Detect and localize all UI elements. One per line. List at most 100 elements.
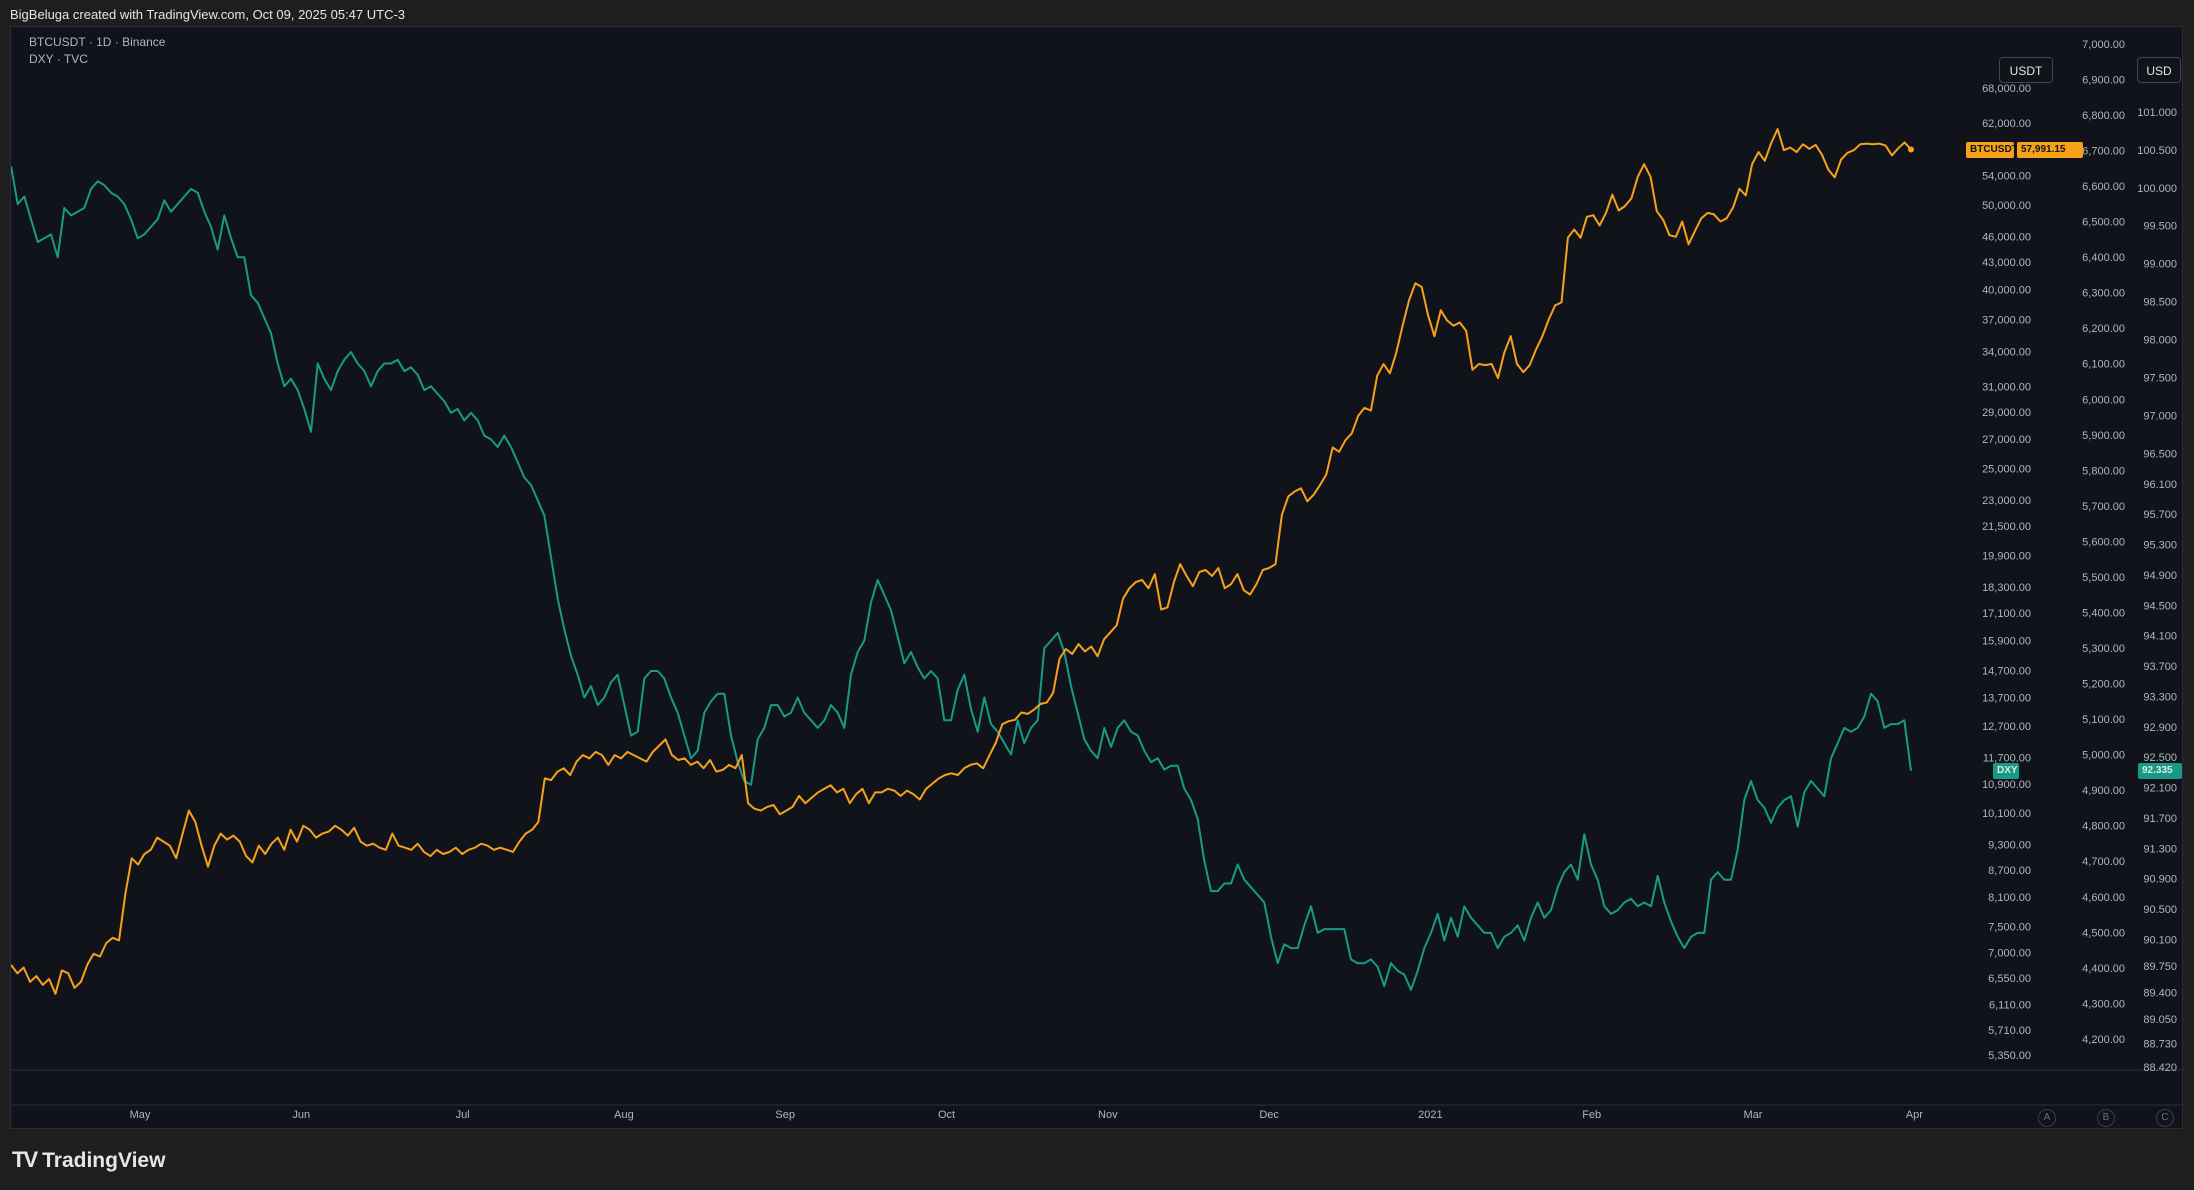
mid-axis-tick-7: 6,300.00 — [2082, 288, 2125, 300]
dxy-axis-tick-21: 92.100 — [2143, 783, 2177, 795]
btc-axis-tick-10: 29,000.00 — [1982, 407, 2031, 419]
dxy-axis-tick-1: 101.000 — [2137, 107, 2177, 119]
mid-axis-tick-26: 4,400.00 — [2082, 963, 2125, 975]
dxy-axis-tick-10: 96.500 — [2143, 448, 2177, 460]
dxy-axis-tick-15: 94.500 — [2143, 600, 2177, 612]
dxy-series-line — [11, 165, 1912, 991]
chart-canvas[interactable]: 68,000.00 62,000.00 54,000.00 50,000.00 46,0… — [11, 27, 2184, 1130]
mid-axis-tick-5: 6,500.00 — [2082, 217, 2125, 229]
dxy-axis-tick-8: 97.500 — [2143, 373, 2177, 385]
btc-axis-tick-28: 7,500.00 — [1988, 921, 2031, 933]
x-axis-tick-1: Jun — [292, 1109, 310, 1121]
btc-axis-tick-33: 5,350.00 — [1988, 1050, 2031, 1062]
mid-axis-tick-18: 5,200.00 — [2082, 679, 2125, 691]
mid-axis-tick-17: 5,300.00 — [2082, 643, 2125, 655]
mid-axis-tick-8: 6,200.00 — [2082, 323, 2125, 335]
legend-dxy[interactable]: DXY · TVC — [29, 52, 88, 66]
btc-axis-tick-24: 10,100.00 — [1982, 808, 2031, 820]
mid-axis-tick-19: 5,100.00 — [2082, 714, 2125, 726]
dxy-price-label: 92.335 — [2138, 762, 2182, 779]
mid-axis-tick-2: 6,800.00 — [2082, 110, 2125, 122]
x-axis-tick-11: Apr — [1906, 1109, 1923, 1121]
dxy-axis-tick-4: 99.500 — [2143, 221, 2177, 233]
btc-axis-tick-13: 23,000.00 — [1982, 495, 2031, 507]
dxy-axis-tick-11: 96.100 — [2143, 479, 2177, 491]
btcusdt-price-label: 57,991.15 — [2017, 141, 2083, 158]
dxy-axis-tick-9: 97.000 — [2143, 411, 2177, 423]
btc-axis-tick-21: 12,700.00 — [1982, 721, 2031, 733]
mid-axis-tick-1: 6,900.00 — [2082, 74, 2125, 86]
x-axis-tick-5: Oct — [938, 1109, 955, 1121]
dxy-axis-tick-17: 93.700 — [2143, 661, 2177, 673]
btc-axis-tick-18: 15,900.00 — [1982, 636, 2031, 648]
dxy-axis-tick-13: 95.300 — [2143, 540, 2177, 552]
x-axis-tick-9: Feb — [1582, 1109, 1601, 1121]
mid-axis-tick-21: 4,900.00 — [2082, 785, 2125, 797]
mid-axis-tick-25: 4,500.00 — [2082, 927, 2125, 939]
mid-axis-tick-24: 4,600.00 — [2082, 892, 2125, 904]
tradingview-logo[interactable]: TV TradingView — [12, 1147, 166, 1173]
legend-btcusdt[interactable]: BTCUSDT · 1D · Binance — [29, 35, 166, 49]
tradingview-brand: TradingView — [42, 1149, 166, 1172]
x-axis-tick-0: May — [130, 1109, 151, 1121]
tradingview-mark-icon: TV — [12, 1147, 38, 1172]
x-axis-tick-4: Sep — [775, 1109, 795, 1121]
btcusdt-last-point — [1908, 146, 1914, 153]
mid-axis-tick-4: 6,600.00 — [2082, 181, 2125, 193]
dxy-axis-tick-28: 89.400 — [2143, 988, 2177, 1000]
x-axis-tick-8: 2021 — [1418, 1109, 1442, 1121]
btc-axis-tick-19: 14,700.00 — [1982, 665, 2031, 677]
btc-axis-tick-1: 62,000.00 — [1982, 118, 2031, 130]
header-caption: BigBeluga created with TradingView.com, … — [10, 7, 406, 22]
mid-axis-tick-10: 6,000.00 — [2082, 394, 2125, 406]
btc-axis-tick-29: 7,000.00 — [1988, 948, 2031, 960]
dxy-axis-tick-27: 89.750 — [2143, 961, 2177, 973]
unit-usd-button[interactable]: USD — [2137, 57, 2181, 83]
btc-axis-tick-22: 11,700.00 — [1983, 752, 2031, 764]
dxy-axis-tick-5: 99.000 — [2143, 259, 2177, 271]
btc-axis-tick-23: 10,900.00 — [1982, 779, 2031, 791]
x-axis-tick-6: Nov — [1098, 1109, 1118, 1121]
btc-axis-tick-16: 18,300.00 — [1982, 582, 2031, 594]
dxy-axis-tick-30: 88.730 — [2143, 1038, 2177, 1050]
btc-axis-tick-12: 25,000.00 — [1982, 463, 2031, 475]
btc-axis-tick-4: 46,000.00 — [1982, 232, 2031, 244]
dxy-axis-tick-18: 93.300 — [2143, 691, 2177, 703]
mid-axis-tick-6: 6,400.00 — [2082, 252, 2125, 264]
btc-axis-tick-15: 19,900.00 — [1982, 550, 2031, 562]
dxy-axis-tick-14: 94.900 — [2143, 570, 2177, 582]
btc-axis-tick-31: 6,110.00 — [1989, 999, 2031, 1011]
x-axis-tick-3: Aug — [614, 1109, 634, 1121]
btc-axis-tick-9: 31,000.00 — [1982, 382, 2031, 394]
dxy-axis-tick-3: 100.000 — [2137, 183, 2177, 195]
scale-button-a[interactable]: A — [2038, 1109, 2056, 1127]
dxy-axis-tick-16: 94.100 — [2143, 631, 2177, 643]
dxy-axis-tick-31: 88.420 — [2143, 1062, 2177, 1074]
btc-axis-tick-0: 68,000.00 — [1982, 83, 2031, 95]
scale-button-c[interactable]: C — [2156, 1109, 2174, 1127]
unit-usdt-button[interactable]: USDT — [1999, 57, 2053, 83]
mid-axis-tick-20: 5,000.00 — [2082, 750, 2125, 762]
btc-axis-tick-8: 34,000.00 — [1982, 347, 2031, 359]
scale-button-b[interactable]: B — [2097, 1109, 2115, 1127]
dxy-axis-tick-26: 90.100 — [2143, 934, 2177, 946]
chart-frame[interactable]: 68,000.00 62,000.00 54,000.00 50,000.00 46,0… — [10, 26, 2184, 1130]
mid-axis-tick-11: 5,900.00 — [2082, 430, 2125, 442]
mid-axis-tick-16: 5,400.00 — [2082, 607, 2125, 619]
dxy-axis-tick-2: 100.500 — [2137, 145, 2177, 157]
mid-axis-tick-28: 4,200.00 — [2082, 1034, 2125, 1046]
dxy-axis-tick-23: 91.300 — [2143, 843, 2177, 855]
btc-axis-tick-32: 5,710.00 — [1988, 1025, 2031, 1037]
mid-axis-tick-27: 4,300.00 — [2082, 998, 2125, 1010]
x-axis-tick-2: Jul — [456, 1109, 470, 1121]
btc-axis-tick-27: 8,100.00 — [1988, 892, 2031, 904]
mid-axis-tick-15: 5,500.00 — [2082, 572, 2125, 584]
btc-axis-tick-2: 54,000.00 — [1982, 171, 2031, 183]
btc-axis-tick-3: 50,000.00 — [1982, 200, 2031, 212]
btc-axis-tick-11: 27,000.00 — [1982, 434, 2031, 446]
mid-axis-tick-14: 5,600.00 — [2082, 536, 2125, 548]
btc-axis-tick-14: 21,500.00 — [1982, 521, 2031, 533]
dxy-axis-tick-20: 92.500 — [2143, 752, 2177, 764]
mid-axis-tick-3: 6,700.00 — [2082, 146, 2125, 158]
btc-axis-tick-30: 6,550.00 — [1988, 973, 2031, 985]
